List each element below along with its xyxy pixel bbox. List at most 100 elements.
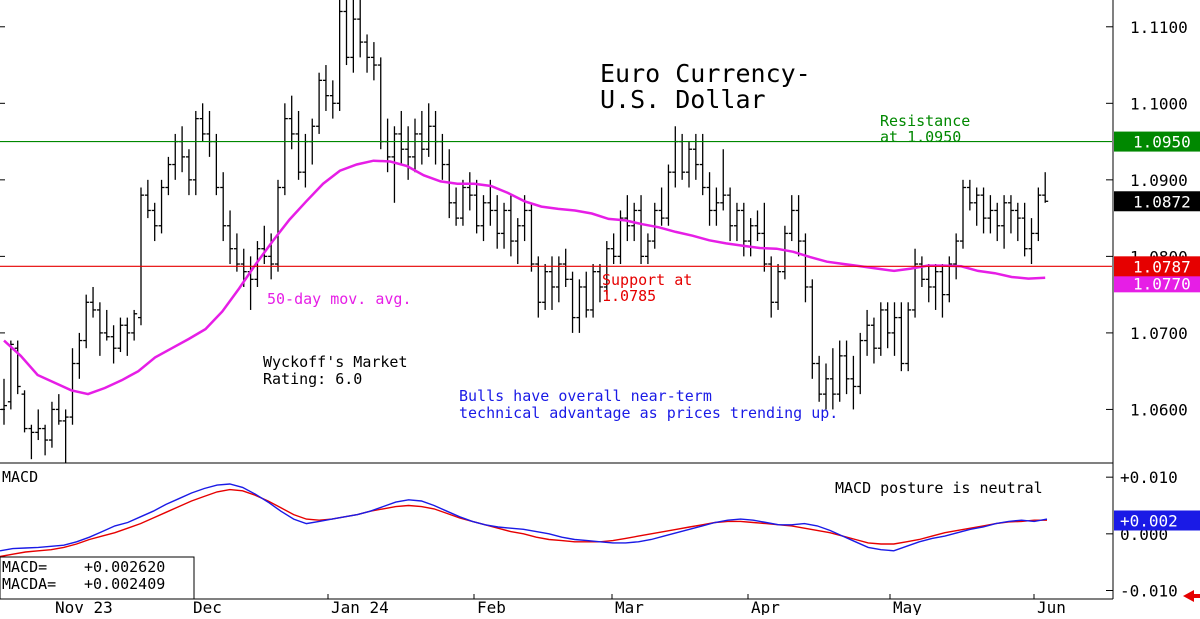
support-label-line1: Support at — [602, 271, 692, 289]
price-bar — [850, 355, 857, 410]
price-bar — [336, 0, 343, 111]
price-bar — [117, 317, 124, 353]
price-bar — [158, 179, 165, 234]
price-bar — [14, 340, 21, 395]
price-bar — [795, 195, 802, 257]
price-bar — [706, 172, 713, 226]
moving-average-label: 50-day mov. avg. — [267, 290, 412, 308]
price-bar — [90, 286, 97, 318]
price-bar — [864, 309, 871, 356]
price-bar — [288, 95, 295, 150]
price-bar — [459, 179, 466, 226]
price-bar — [966, 179, 973, 211]
comment-line2: technical advantage as prices trending u… — [459, 404, 838, 422]
x-tick-label: May — [893, 598, 922, 615]
price-bar — [357, 0, 364, 58]
macd-badge-label: +0.002 — [1120, 512, 1178, 531]
price-bar — [562, 248, 569, 287]
price-bar — [83, 294, 90, 349]
ma-badge-label: 1.0770 — [1133, 274, 1191, 293]
price-bar — [480, 195, 487, 242]
price-bar — [466, 172, 473, 211]
price-bar — [1007, 195, 1014, 234]
price-bar — [569, 271, 576, 333]
price-bar — [131, 309, 138, 341]
price-bar — [268, 233, 275, 280]
price-bar — [1014, 202, 1021, 242]
price-bar — [487, 179, 494, 226]
price-bar — [877, 302, 884, 356]
price-bar — [151, 202, 158, 242]
scroll-left-arrow-icon[interactable] — [1183, 590, 1194, 602]
price-bar — [946, 256, 953, 303]
macd-readout-box — [0, 556, 195, 600]
price-bar — [350, 0, 357, 73]
price-bar — [754, 210, 761, 242]
price-bar — [720, 149, 727, 211]
price-bar — [624, 195, 631, 242]
price-bar — [425, 103, 432, 157]
price-bar — [316, 72, 323, 134]
price-bar — [453, 187, 460, 226]
price-bar — [62, 409, 69, 463]
price-bar — [686, 141, 692, 188]
price-bar — [836, 340, 843, 402]
price-bar — [192, 110, 199, 196]
x-tick-label: Dec — [193, 598, 222, 615]
price-bar — [823, 363, 829, 410]
price-bar — [55, 394, 62, 425]
price-bar — [1028, 218, 1035, 265]
resistance-badge — [1114, 131, 1200, 152]
price-bar — [740, 202, 747, 257]
price-bar — [343, 0, 350, 66]
price-bar — [932, 264, 939, 310]
macd-badge — [1114, 510, 1200, 531]
price-bar — [1042, 172, 1049, 203]
price-bar — [405, 126, 412, 180]
ma-badge — [1114, 274, 1200, 293]
macda-line — [0, 488, 1047, 558]
price-bar — [638, 195, 645, 265]
macd-note: MACD posture is neutral — [835, 479, 1043, 497]
price-bar — [987, 195, 994, 234]
scroll-left-arrow-tail-icon[interactable] — [1193, 594, 1200, 598]
macd-panel-title: MACD — [2, 468, 38, 486]
price-bar — [658, 187, 665, 226]
price-bar — [370, 42, 377, 81]
last-price-badge-label: 1.0872 — [1133, 192, 1191, 211]
price-bar — [412, 118, 418, 173]
price-bar — [42, 424, 49, 456]
price-bar — [610, 233, 617, 265]
price-bar — [583, 271, 590, 318]
price-bar — [473, 179, 480, 234]
price-bar — [857, 332, 864, 395]
price-bar — [973, 187, 980, 226]
price-bar — [898, 302, 905, 372]
resistance-label-line2: at 1.0950 — [880, 128, 961, 146]
price-bar — [912, 248, 919, 318]
support-label-line2: 1.0785 — [602, 287, 656, 305]
price-bar — [1021, 202, 1028, 257]
price-bar — [788, 195, 795, 242]
price-bar — [364, 34, 371, 73]
price-bar — [322, 65, 329, 111]
price-bar — [644, 233, 651, 265]
price-bar — [124, 317, 131, 356]
price-bar — [960, 179, 966, 249]
x-tick-label: Jun — [1037, 598, 1066, 615]
price-bar — [699, 133, 706, 196]
macd-y-tick-label: +0.010 — [1120, 468, 1178, 487]
price-bar — [727, 187, 734, 242]
macd-readout-value: +0.002620 — [84, 558, 165, 576]
price-bar — [884, 302, 891, 349]
price-bar — [281, 103, 288, 196]
x-ticks: Nov 23 Dec Jan 24 Feb Mar Apr May Jun — [51, 594, 1066, 617]
price-bar — [939, 264, 946, 318]
price-bar — [980, 187, 987, 234]
price-bar — [953, 233, 960, 280]
price-bar — [418, 110, 425, 165]
rating-label-line1: Wyckoff's Market — [263, 353, 408, 371]
price-bar — [275, 179, 281, 272]
